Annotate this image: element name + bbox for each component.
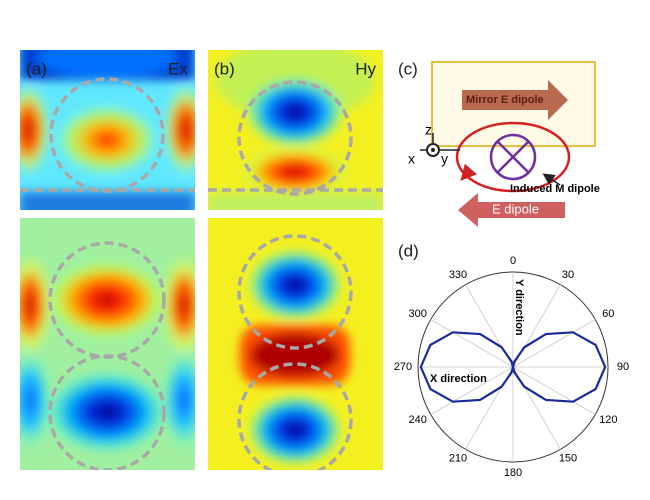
mirror-label: Mirror E dipole [466, 94, 544, 106]
theta-tick-label: 0 [510, 255, 516, 267]
mirror-arrow [462, 80, 568, 120]
field-label: Ex [168, 59, 188, 78]
theta-tick-label: 150 [559, 453, 577, 465]
theta-tick-label: 330 [449, 269, 467, 281]
theta-tick-label: 30 [562, 269, 574, 281]
theta-tick-label: 120 [599, 414, 617, 426]
hy-map-pair [208, 218, 383, 470]
axis-label: x [408, 151, 415, 167]
field-label: Hy [355, 59, 376, 78]
axis-origin-dot [431, 148, 435, 152]
ex-map-pair [20, 218, 195, 470]
pointer [542, 173, 561, 186]
grid-line [512, 366, 596, 415]
polar-plot: 0 30 60 90 120 150 180 210 240 270 300 330 Y directi… [394, 255, 629, 479]
theta-tick-label: 60 [602, 308, 614, 320]
panel-label: (c) [398, 59, 418, 78]
axis-label: y [441, 151, 448, 167]
theta-tick-label: 300 [409, 308, 427, 320]
grid-line [430, 319, 514, 368]
panel-label: (d) [398, 241, 419, 260]
pattern-line [419, 331, 607, 403]
dipole-diagram: (c) Mirror E dipole z x y Induced M dipo… [398, 59, 600, 227]
hy-map-single [208, 50, 383, 210]
m-dipole [489, 133, 537, 181]
induced-label: Induced M dipole [510, 183, 600, 195]
annotation: Y direction [513, 279, 525, 336]
panel-label: (b) [214, 59, 235, 78]
e-dipole-loop [455, 121, 571, 193]
theta-tick-label: 180 [504, 467, 522, 479]
grid-line [430, 366, 514, 415]
e-dipole-label: E dipole [492, 201, 539, 216]
m-dipole-cross [496, 140, 530, 174]
loop-arrow [460, 163, 477, 182]
theta-tick-label: 90 [617, 361, 629, 373]
theta-tick-label: 210 [449, 453, 467, 465]
grid-line [512, 319, 596, 368]
panel-label: (a) [26, 59, 47, 78]
axis-label: z [425, 122, 432, 138]
e-dipole-arrow [458, 193, 565, 227]
ex-map-single [20, 50, 195, 210]
annotation: X direction [430, 373, 487, 385]
theta-tick-label: 240 [409, 414, 427, 426]
theta-tick-label: 270 [394, 361, 412, 373]
